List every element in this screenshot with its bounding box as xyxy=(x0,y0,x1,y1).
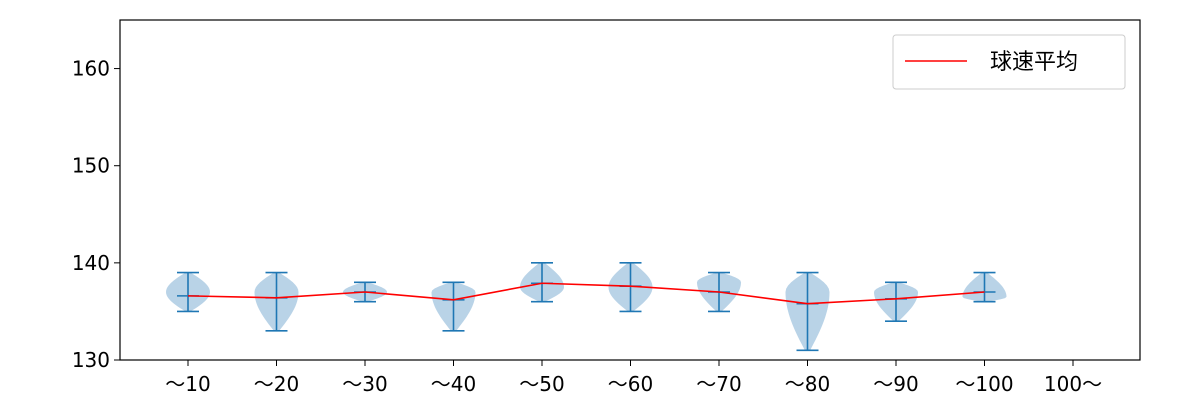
legend-label-mean-speed: 球速平均 xyxy=(990,50,1078,75)
legend: 球速平均 xyxy=(892,34,1126,90)
mean-line-group xyxy=(187,282,985,305)
x-tick-label-2: ～30 xyxy=(342,372,387,396)
y-tick-label-140: 140 xyxy=(72,251,110,275)
violins-group xyxy=(166,262,1007,351)
mean-speed-line xyxy=(187,282,985,305)
legend-box xyxy=(892,34,1126,90)
x-tick-label-6: ～70 xyxy=(696,372,741,396)
x-tick-label-5: ～60 xyxy=(608,372,653,396)
y-axis: 130 140 150 160 xyxy=(72,57,120,372)
y-tick-label-150: 150 xyxy=(72,154,110,178)
x-tick-label-1: ～20 xyxy=(254,372,299,396)
x-tick-label-4: ～50 xyxy=(519,372,564,396)
x-tick-label-8: ～90 xyxy=(873,372,918,396)
x-tick-label-9: ～100 xyxy=(955,372,1013,396)
x-tick-label-3: ～40 xyxy=(431,372,476,396)
x-tick-label-10: 100～ xyxy=(1044,372,1102,396)
x-tick-label-0: ～10 xyxy=(165,372,210,396)
x-axis: ～10 ～20 ～30 ～40 ～50 ～60 ～70 ～80 ～90 ～100 100～ xyxy=(165,360,1102,396)
y-tick-label-160: 160 xyxy=(72,57,110,81)
x-tick-label-7: ～80 xyxy=(785,372,830,396)
y-tick-label-130: 130 xyxy=(72,348,110,372)
